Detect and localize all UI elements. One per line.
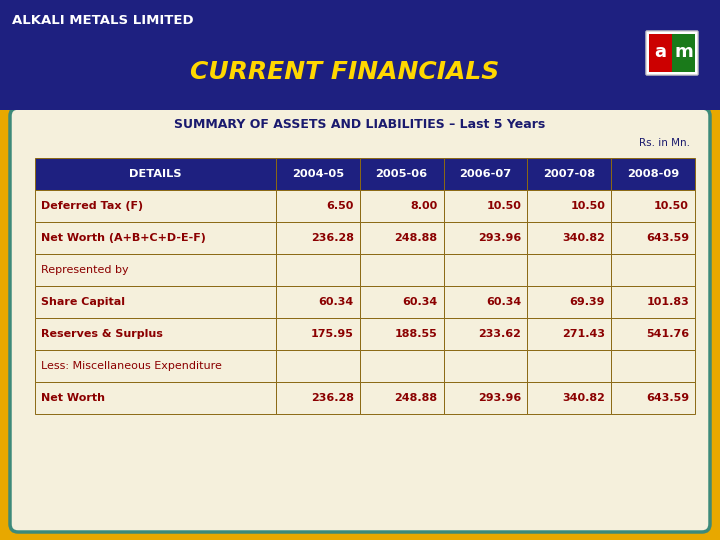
Text: 10.50: 10.50 — [654, 201, 689, 211]
Text: 2005-06: 2005-06 — [376, 169, 428, 179]
Bar — [276, 222, 360, 254]
Bar — [35, 158, 276, 190]
Text: Net Worth (A+B+C+D-E-F): Net Worth (A+B+C+D-E-F) — [41, 233, 206, 243]
Bar — [35, 382, 276, 414]
Text: 188.55: 188.55 — [395, 329, 438, 339]
Text: 2006-07: 2006-07 — [459, 169, 511, 179]
Text: Less: Miscellaneous Expenditure: Less: Miscellaneous Expenditure — [41, 361, 222, 371]
Bar — [672, 34, 695, 72]
Text: Deferred Tax (F): Deferred Tax (F) — [41, 201, 143, 211]
Text: 541.76: 541.76 — [646, 329, 689, 339]
Text: 2007-08: 2007-08 — [543, 169, 595, 179]
Bar — [611, 382, 695, 414]
Bar — [611, 254, 695, 286]
Bar — [611, 158, 695, 190]
Text: 340.82: 340.82 — [562, 233, 606, 243]
Bar — [444, 190, 527, 222]
Text: 293.96: 293.96 — [478, 393, 521, 403]
Bar — [360, 286, 444, 318]
Text: 2008-09: 2008-09 — [627, 169, 679, 179]
Bar — [276, 158, 360, 190]
Bar — [360, 158, 444, 190]
Text: 69.39: 69.39 — [570, 297, 606, 307]
Text: 248.88: 248.88 — [395, 233, 438, 243]
Text: Rs. in Mn.: Rs. in Mn. — [639, 138, 690, 148]
Text: 271.43: 271.43 — [562, 329, 606, 339]
Bar — [527, 350, 611, 382]
Bar — [35, 318, 276, 350]
Text: 340.82: 340.82 — [562, 393, 606, 403]
Bar — [527, 254, 611, 286]
Bar — [360, 222, 444, 254]
Text: 101.83: 101.83 — [647, 297, 689, 307]
Text: 175.95: 175.95 — [311, 329, 354, 339]
Text: m: m — [674, 43, 693, 61]
Bar — [360, 318, 444, 350]
Bar — [360, 382, 444, 414]
Bar — [0, 0, 720, 110]
Bar — [611, 350, 695, 382]
Bar — [611, 190, 695, 222]
Text: SUMMARY OF ASSETS AND LIABILITIES – Last 5 Years: SUMMARY OF ASSETS AND LIABILITIES – Last… — [174, 118, 546, 132]
Text: 643.59: 643.59 — [646, 233, 689, 243]
Bar — [527, 286, 611, 318]
Bar — [444, 158, 527, 190]
Bar — [276, 254, 360, 286]
Bar — [35, 350, 276, 382]
Bar — [444, 318, 527, 350]
Bar — [527, 190, 611, 222]
Text: 60.34: 60.34 — [486, 297, 521, 307]
Bar — [35, 286, 276, 318]
Bar — [276, 286, 360, 318]
Text: a: a — [654, 43, 667, 61]
Bar — [527, 158, 611, 190]
Bar — [35, 254, 276, 286]
Text: 236.28: 236.28 — [311, 393, 354, 403]
Text: 10.50: 10.50 — [487, 201, 521, 211]
Bar — [360, 254, 444, 286]
Bar — [611, 286, 695, 318]
Bar — [276, 318, 360, 350]
Bar — [611, 318, 695, 350]
Bar — [527, 222, 611, 254]
Bar — [527, 382, 611, 414]
Text: 248.88: 248.88 — [395, 393, 438, 403]
Text: 293.96: 293.96 — [478, 233, 521, 243]
Bar — [276, 350, 360, 382]
Bar — [35, 190, 276, 222]
Bar — [649, 34, 672, 72]
Bar — [35, 222, 276, 254]
Text: 10.50: 10.50 — [570, 201, 606, 211]
Text: ALKALI METALS LIMITED: ALKALI METALS LIMITED — [12, 14, 194, 26]
Text: 236.28: 236.28 — [311, 233, 354, 243]
Text: 60.34: 60.34 — [402, 297, 438, 307]
Text: CURRENT FINANCIALS: CURRENT FINANCIALS — [190, 60, 500, 84]
Text: Represented by: Represented by — [41, 265, 129, 275]
Text: 233.62: 233.62 — [479, 329, 521, 339]
Text: Net Worth: Net Worth — [41, 393, 105, 403]
Bar — [444, 286, 527, 318]
Bar — [276, 190, 360, 222]
Text: 60.34: 60.34 — [318, 297, 354, 307]
Bar — [444, 254, 527, 286]
Bar — [527, 318, 611, 350]
Bar — [444, 222, 527, 254]
Text: 6.50: 6.50 — [326, 201, 354, 211]
Bar — [276, 382, 360, 414]
Bar — [360, 350, 444, 382]
Text: Share Capital: Share Capital — [41, 297, 125, 307]
FancyBboxPatch shape — [646, 31, 698, 75]
Bar — [444, 350, 527, 382]
FancyBboxPatch shape — [10, 108, 710, 532]
Text: 8.00: 8.00 — [410, 201, 438, 211]
Text: 2004-05: 2004-05 — [292, 169, 344, 179]
Bar — [611, 222, 695, 254]
Text: DETAILS: DETAILS — [129, 169, 181, 179]
Bar — [360, 190, 444, 222]
Text: Reserves & Surplus: Reserves & Surplus — [41, 329, 163, 339]
Text: 643.59: 643.59 — [646, 393, 689, 403]
Bar — [444, 382, 527, 414]
